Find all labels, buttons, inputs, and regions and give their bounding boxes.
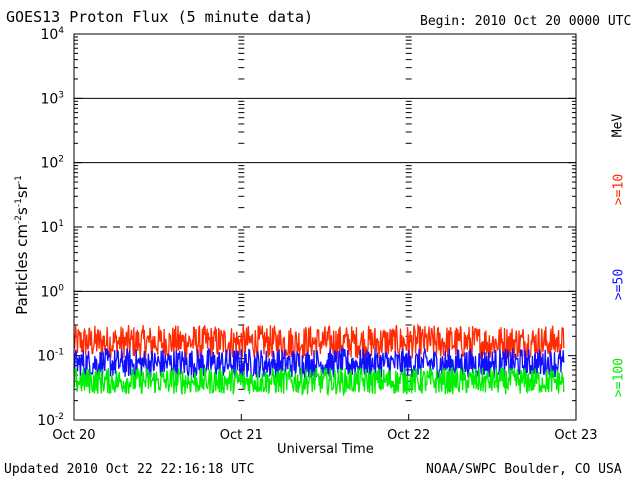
x-tick-labels: Oct 20 Oct 21 Oct 22 Oct 23 [52,428,597,443]
x-tick-label: Oct 22 [387,428,430,443]
x-tick-label: Oct 20 [52,428,95,443]
series-line-2 [73,366,565,397]
x-tick-label: Oct 23 [554,428,597,443]
y-tick-label: 10-1 [37,348,64,365]
y-tick-label: 103 [40,90,64,107]
begin-time: Begin: 2010 Oct 20 0000 UTC [420,14,632,29]
flux-series [73,323,565,397]
series-line-1 [73,346,565,380]
y-tick-label: 102 [40,155,64,172]
y-tick-label: 100 [40,283,64,300]
credit: NOAA/SWPC Boulder, CO USA [426,462,622,477]
y-tick-label: 10-2 [37,412,64,429]
plot-frame [73,33,577,421]
x-tick-label: Oct 21 [220,428,263,443]
grid-lines [74,36,576,421]
x-axis-label: Universal Time [277,442,374,457]
updated-time: Updated 2010 Oct 22 22:16:18 UTC [4,462,255,477]
y-tick-labels: 10-2 10-1 100 101 102 103 104 [37,26,64,429]
chart-title: GOES13 Proton Flux (5 minute data) [6,8,314,26]
y-tick-label: 104 [40,26,64,43]
series-line-0 [73,323,565,361]
y-tick-label: 101 [40,219,64,236]
